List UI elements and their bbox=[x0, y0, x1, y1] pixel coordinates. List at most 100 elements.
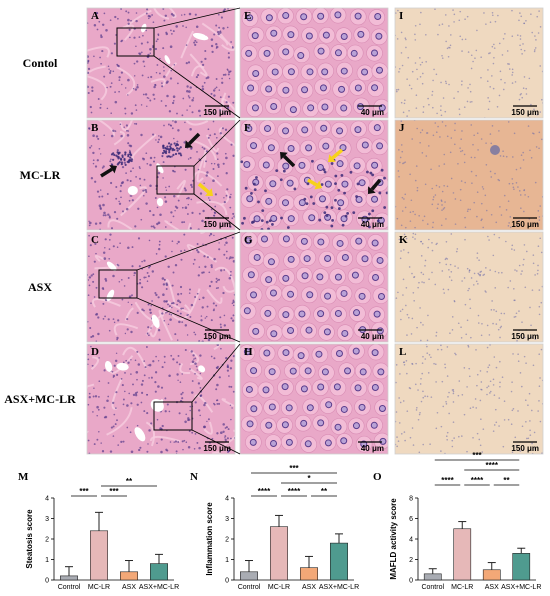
zoom-box bbox=[116, 27, 155, 57]
bar bbox=[423, 573, 442, 581]
scale-bar: 40 μm bbox=[358, 441, 384, 453]
micrograph-panel: L 150 μm bbox=[394, 343, 544, 455]
micrograph-panel: C 150 μm bbox=[86, 231, 236, 343]
significance-bracket: * bbox=[281, 474, 337, 484]
chart-panel-letter: M bbox=[18, 471, 29, 483]
panel-letter: F bbox=[244, 122, 251, 134]
scale-bar-label: 150 μm bbox=[203, 108, 231, 117]
panel-letter: K bbox=[399, 234, 408, 246]
micrograph-panel: J 150 μm bbox=[394, 119, 544, 231]
zoom-connector bbox=[153, 55, 241, 119]
significance-bracket: *** bbox=[101, 487, 127, 497]
scale-bar-label: 150 μm bbox=[511, 444, 539, 453]
x-tick-label: MC-LR bbox=[268, 584, 290, 591]
y-tick-label: 4 bbox=[225, 496, 229, 503]
significance-label: **** bbox=[486, 461, 499, 470]
black-arrow-icon bbox=[280, 152, 296, 168]
significance-bracket: *** bbox=[434, 451, 520, 461]
scale-bar: 150 μm bbox=[203, 441, 231, 453]
micrograph-grid: A 150 μm E 40 μm I 150 μm B 150 μm F 40 μm J 150 μm… bbox=[86, 7, 544, 455]
zoom-connector bbox=[191, 429, 241, 455]
significance-label: *** bbox=[289, 464, 299, 473]
error-bar bbox=[305, 555, 313, 568]
scale-bar-label: 150 μm bbox=[511, 332, 539, 341]
zoom-box bbox=[156, 165, 195, 195]
significance-label: **** bbox=[288, 487, 301, 496]
black-arrow-icon bbox=[100, 164, 117, 178]
x-tick-label: Control bbox=[421, 584, 444, 591]
error-bar bbox=[95, 511, 103, 531]
row-label: MC-LR bbox=[20, 168, 61, 182]
scale-bar-label: 150 μm bbox=[511, 108, 539, 117]
y-tick-label: 8 bbox=[409, 496, 413, 503]
error-bar bbox=[155, 553, 163, 564]
scale-bar: 150 μm bbox=[203, 105, 231, 117]
panel-letter: A bbox=[91, 10, 99, 22]
scale-bar-label: 150 μm bbox=[203, 444, 231, 453]
yellow-arrow-icon bbox=[307, 178, 322, 190]
error-bar bbox=[428, 568, 437, 574]
black-arrow-icon bbox=[185, 132, 201, 148]
significance-bracket: **** bbox=[464, 461, 520, 471]
panel-letter: G bbox=[244, 234, 253, 246]
error-bar bbox=[125, 560, 133, 572]
y-tick-label: 2 bbox=[409, 557, 413, 564]
x-tick-label: Control bbox=[58, 584, 81, 591]
bar bbox=[240, 571, 259, 581]
x-tick-label: MC-LR bbox=[88, 584, 110, 591]
significance-label: * bbox=[307, 474, 311, 483]
significance-bracket: *** bbox=[71, 487, 97, 497]
scale-bar: 150 μm bbox=[511, 217, 539, 229]
y-tick-label: 1 bbox=[225, 557, 229, 564]
x-tick-label: ASX bbox=[485, 584, 499, 591]
chart-panel-letter: O bbox=[373, 471, 382, 483]
yellow-arrow-icon bbox=[328, 148, 344, 162]
row-label: ASX+MC-LR bbox=[4, 392, 76, 406]
micrograph-panel: G 40 μm bbox=[239, 231, 389, 343]
zoom-connector bbox=[193, 119, 241, 167]
micrograph-panel: B 150 μm bbox=[86, 119, 236, 231]
scale-bar: 40 μm bbox=[358, 329, 384, 341]
x-tick-label: Control bbox=[238, 584, 261, 591]
scale-bar: 150 μm bbox=[511, 329, 539, 341]
zoom-connector bbox=[136, 297, 241, 343]
row-label: Contol bbox=[23, 56, 58, 70]
panel-letter: H bbox=[244, 346, 253, 358]
scale-bar-label: 40 μm bbox=[361, 108, 384, 117]
row-label: ASX bbox=[28, 280, 52, 294]
x-tick-label: ASX+MC-LR bbox=[501, 584, 541, 591]
zoom-box bbox=[153, 401, 193, 431]
panel-letter: I bbox=[399, 10, 403, 22]
scale-bar: 150 μm bbox=[511, 441, 539, 453]
significance-label: *** bbox=[472, 451, 482, 460]
x-tick-label: ASX bbox=[302, 584, 316, 591]
row-labels: Contol MC-LR ASX ASX+MC-LR bbox=[4, 56, 76, 406]
significance-bracket: ** bbox=[493, 476, 520, 486]
scale-bar: 150 μm bbox=[203, 329, 231, 341]
significance-bracket: **** bbox=[464, 476, 490, 486]
bar bbox=[512, 553, 531, 581]
bar bbox=[299, 567, 318, 581]
bar bbox=[453, 528, 472, 581]
y-tick-label: 4 bbox=[409, 537, 413, 544]
black-arrow-icon bbox=[368, 178, 382, 194]
significance-bracket: **** bbox=[251, 487, 277, 497]
scale-bar-label: 40 μm bbox=[361, 444, 384, 453]
bar bbox=[269, 526, 288, 581]
significance-label: *** bbox=[109, 487, 119, 496]
y-tick-label: 6 bbox=[409, 516, 413, 523]
y-tick-label: 1 bbox=[45, 557, 49, 564]
scale-bar: 150 μm bbox=[511, 105, 539, 117]
yellow-arrow-icon bbox=[197, 182, 213, 196]
x-tick-label: MC-LR bbox=[451, 584, 473, 591]
zoom-connector bbox=[153, 7, 241, 29]
y-tick-label: 0 bbox=[45, 578, 49, 585]
micrograph-panel: E 40 μm bbox=[239, 7, 389, 119]
y-axis-label: Steatosis score bbox=[25, 509, 34, 569]
scale-bar-label: 40 μm bbox=[361, 220, 384, 229]
bar bbox=[120, 571, 139, 581]
y-tick-label: 4 bbox=[45, 496, 49, 503]
error-bar bbox=[65, 566, 73, 576]
bar bbox=[59, 575, 78, 581]
